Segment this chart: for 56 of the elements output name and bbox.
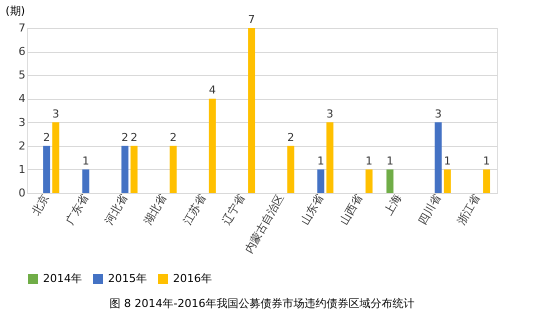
bar (121, 146, 128, 193)
data-label: 1 (82, 154, 90, 168)
bar (444, 169, 451, 193)
bar (82, 169, 90, 193)
data-label: 3 (326, 107, 334, 120)
y-tick-label: 4 (18, 92, 26, 106)
data-label: 2 (170, 130, 177, 144)
bar (386, 169, 394, 193)
legend-label: 2016年 (173, 272, 212, 285)
x-tick-label: 河北省 (102, 192, 130, 228)
bar (434, 122, 442, 193)
data-label: 3 (434, 107, 442, 120)
data-label: 1 (366, 154, 373, 168)
bar (287, 146, 294, 193)
y-tick-label: 5 (18, 68, 26, 82)
y-tick-label: 1 (18, 162, 26, 176)
data-label: 1 (386, 154, 394, 168)
bar (43, 146, 50, 193)
bar (208, 98, 216, 193)
x-tick-label: 浙江省 (454, 192, 483, 228)
x-tick-label: 上海 (382, 192, 404, 218)
legend-label: 2014年 (43, 272, 82, 285)
x-tick-label: 山东省 (298, 192, 326, 228)
data-label: 1 (317, 154, 324, 168)
data-label: 2 (121, 130, 128, 144)
bar (326, 122, 334, 193)
data-label: 1 (444, 154, 451, 168)
bar (366, 169, 373, 193)
x-tick-label: 湖北省 (142, 192, 170, 228)
x-tick-label: 广东省 (63, 192, 91, 228)
data-label: 7 (248, 13, 256, 26)
y-tick-label: 2 (18, 139, 26, 152)
x-tick-label: 江苏省 (180, 192, 208, 228)
x-tick-label: 北京 (30, 192, 52, 218)
caption: 图 8 2014年-2016年我国公募债券市场违约债券区域分布统计 (110, 297, 414, 310)
bar (483, 169, 490, 193)
data-label: 2 (130, 130, 138, 144)
bar (170, 146, 177, 193)
x-tick-label: 四川省 (416, 192, 444, 228)
bar (317, 169, 324, 193)
y-tick-label: 3 (18, 116, 26, 129)
y-tick-label: 6 (18, 45, 26, 58)
bar (130, 146, 138, 193)
y-tick-label: 7 (18, 22, 26, 34)
bar (248, 28, 256, 193)
data-label: 1 (483, 154, 490, 168)
y-axis-title: (期) (6, 4, 26, 18)
data-label: 2 (287, 130, 294, 144)
x-tick-label: 山西省 (337, 192, 366, 228)
legend-label: 2015年 (108, 272, 147, 285)
y-tick-label: 0 (18, 186, 26, 200)
data-label: 2 (43, 130, 50, 144)
data-label: 4 (208, 84, 216, 97)
x-tick-label: 辽宁省 (220, 192, 248, 228)
bar (52, 122, 60, 193)
data-label: 3 (52, 107, 60, 120)
